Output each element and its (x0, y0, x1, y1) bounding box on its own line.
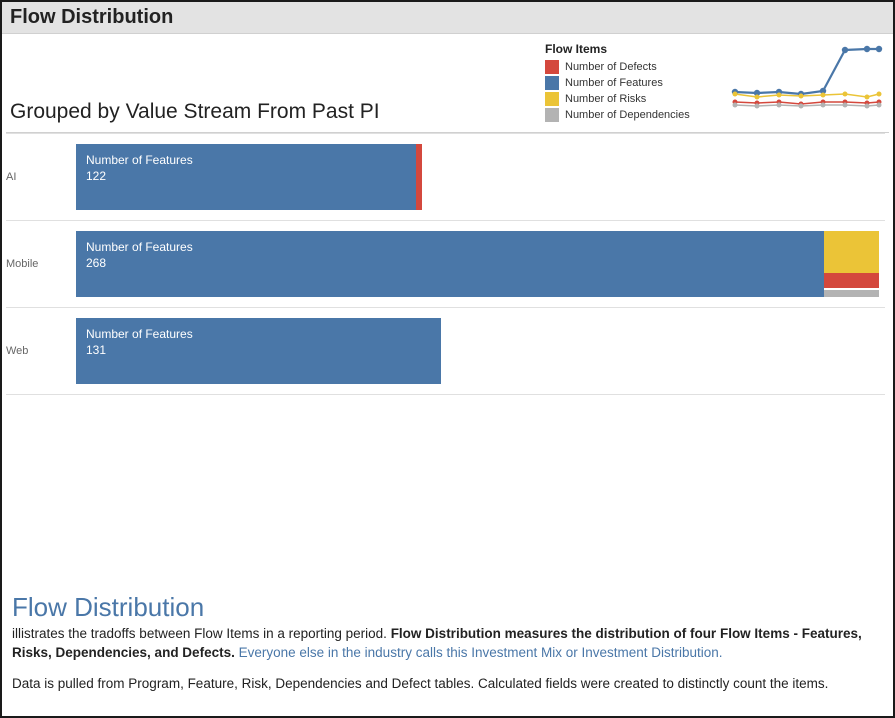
bar-subsegment (824, 273, 880, 288)
description-title: Flow Distribution (12, 592, 883, 623)
bar-label-value: 131 (86, 342, 193, 358)
stacked-bar-chart: AINumber of Features122MobileNumber of F… (2, 133, 893, 395)
legend-swatch (545, 92, 559, 106)
description-paragraph-2: Data is pulled from Program, Feature, Ri… (12, 675, 883, 694)
bar-segment[interactable]: Number of Features122 (76, 144, 416, 210)
bar-segment[interactable] (416, 144, 422, 210)
sparkline-chart (725, 40, 885, 118)
row-label: Mobile (6, 258, 76, 270)
bar-track: Number of Features131 (76, 318, 885, 384)
legend-label: Number of Risks (565, 93, 646, 105)
legend-label: Number of Dependencies (565, 109, 690, 121)
bar-row: Web Number of Features131 (6, 308, 885, 395)
legend-title: Flow Items (545, 42, 725, 56)
bar-label-name: Number of Features (86, 326, 193, 342)
bar-track: Number of Features122 (76, 144, 885, 210)
bar-track: Number of Features268 (76, 231, 885, 297)
legend-item[interactable]: Number of Risks (545, 92, 725, 106)
desc-p1-link: Investment Mix or Investment Distributio… (471, 645, 722, 660)
legend-swatch (545, 76, 559, 90)
bar-label-value: 268 (86, 255, 193, 271)
bar-subsegment (824, 290, 880, 297)
bar-subsegment (824, 231, 880, 273)
legend-label: Number of Defects (565, 61, 657, 73)
desc-p1-link-prefix: Everyone else in the industry calls this (235, 645, 471, 660)
legend-item[interactable]: Number of Dependencies (545, 108, 725, 122)
desc-p1-plain: illistrates the tradoffs between Flow It… (12, 626, 391, 641)
header-bar: Flow Distribution (2, 2, 893, 34)
legend-item[interactable]: Number of Defects (545, 60, 725, 74)
bar-label-name: Number of Features (86, 239, 193, 255)
legend-swatch (545, 60, 559, 74)
bar-label-name: Number of Features (86, 152, 193, 168)
chart-subtitle: Grouped by Value Stream From Past PI (10, 100, 380, 124)
bar-primary-label: Number of Features122 (86, 152, 193, 184)
bar-segment[interactable] (824, 231, 880, 297)
legend-label: Number of Features (565, 77, 663, 89)
legend-item[interactable]: Number of Features (545, 76, 725, 90)
row-label: AI (6, 171, 76, 183)
row-label: Web (6, 345, 76, 357)
description-area: Flow Distribution illistrates the tradof… (2, 584, 893, 716)
subtitle-area: Grouped by Value Stream From Past PI (10, 40, 545, 124)
bar-segment[interactable]: Number of Features268 (76, 231, 824, 297)
legend: Flow Items Number of Defects Number of Fe… (545, 40, 725, 124)
page-title: Flow Distribution (10, 6, 885, 29)
bar-segment[interactable]: Number of Features131 (76, 318, 441, 384)
description-paragraph-1: illistrates the tradoffs between Flow It… (12, 625, 883, 663)
bar-row: Mobile Number of Features268 (6, 221, 885, 308)
bar-primary-label: Number of Features268 (86, 239, 193, 271)
legend-swatch (545, 108, 559, 122)
top-row: Grouped by Value Stream From Past PI Flo… (2, 34, 893, 132)
bar-primary-label: Number of Features131 (86, 326, 193, 358)
bar-row: AI Number of Features122 (6, 133, 885, 221)
bar-label-value: 122 (86, 168, 193, 184)
